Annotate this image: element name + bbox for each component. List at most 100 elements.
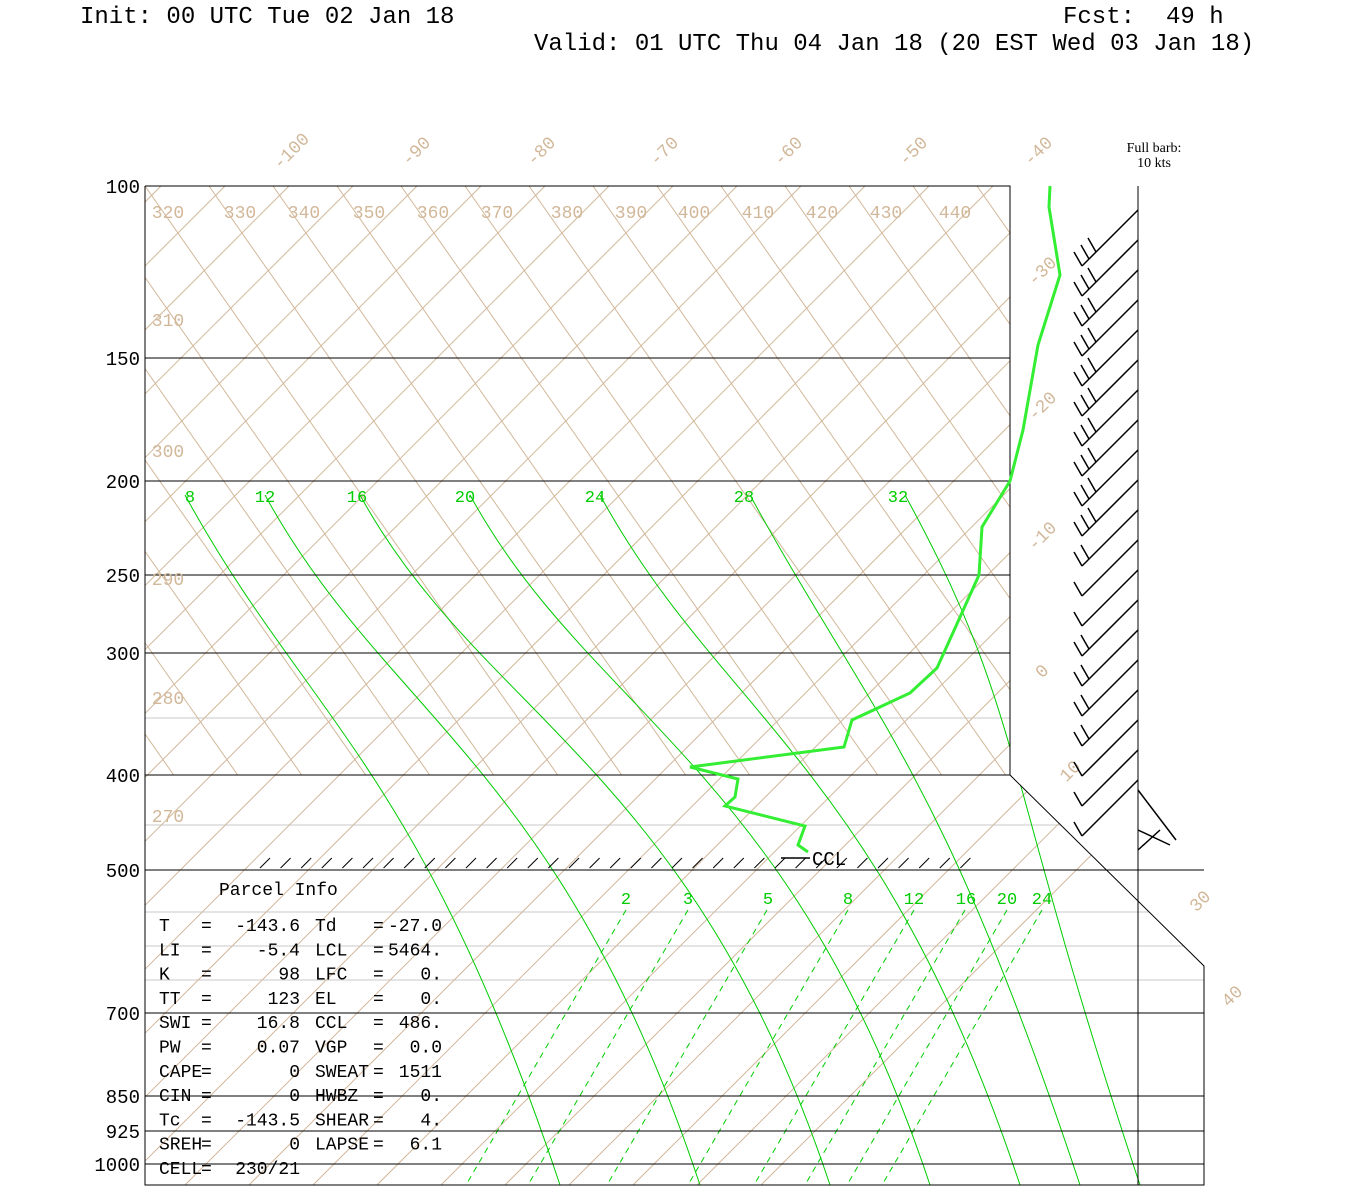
isotherm-label: 0	[1032, 661, 1054, 683]
moist-adiabat	[184, 494, 373, 775]
parcel-cell: TT	[159, 990, 181, 1010]
hatch-mark	[362, 857, 374, 869]
barb-flag	[1080, 694, 1090, 710]
barb-shaft	[1081, 779, 1139, 837]
barb-flag	[1087, 327, 1097, 343]
wind-barb	[1073, 209, 1139, 267]
mixing-ratio-line	[804, 909, 966, 1185]
hatch-mark	[486, 857, 497, 869]
pressure-label-150: 150	[106, 349, 140, 371]
theta-label: 300	[152, 443, 184, 463]
parcel-cell: SHEAR	[315, 1111, 369, 1131]
theta-e-label: 16	[347, 489, 367, 508]
barb-flag	[1080, 424, 1090, 440]
barb-shaft	[1081, 599, 1139, 657]
isotherm	[184, 775, 1186, 1185]
wind-barb	[1073, 449, 1139, 507]
barb-shaft	[1081, 359, 1139, 417]
isotherm-label: -90	[399, 134, 436, 171]
isotherm-label: 10	[1056, 757, 1085, 786]
isotherm	[696, 775, 1204, 1185]
dry-adiabat	[208, 186, 623, 775]
barb-flag	[1073, 401, 1083, 417]
hatch-mark	[527, 857, 539, 869]
isotherm	[145, 186, 546, 587]
dry-adiabat	[400, 186, 815, 775]
dry-adiabat	[1041, 186, 1350, 1185]
barb-flag	[1087, 297, 1097, 313]
wind-barbs	[1073, 209, 1177, 851]
barb-shaft	[1081, 329, 1139, 387]
barb-legend-line1: Full barb:	[1127, 141, 1182, 156]
wind-barb	[1073, 719, 1139, 777]
isotherm	[594, 360, 1010, 775]
frame-upper	[145, 185, 1011, 775]
dry-adiabat	[336, 186, 751, 775]
theta-e-label: 28	[734, 489, 754, 508]
parcel-cell: T	[159, 917, 170, 937]
dry-adiabat	[976, 186, 1010, 234]
wind-barb	[1073, 419, 1139, 477]
moist-adiabat	[749, 494, 914, 775]
upper-grid	[0, 186, 1350, 1185]
parcel-cell: =	[201, 1136, 212, 1156]
hatch-mark	[692, 857, 703, 869]
barb-flag	[1073, 821, 1083, 837]
wind-barb	[1073, 629, 1139, 687]
theta-label: 320	[152, 204, 184, 224]
isotherm	[632, 775, 1204, 1185]
dry-adiabat	[0, 186, 397, 1185]
theta-label: 310	[152, 312, 184, 332]
isotherm-label: -40	[1021, 134, 1058, 171]
dry-adiabat	[848, 186, 1010, 417]
wind-barb	[1073, 659, 1139, 717]
moist-adiabat	[359, 494, 598, 775]
parcel-cell: K	[159, 966, 170, 986]
barb-shaft	[1081, 539, 1139, 597]
lower-grid	[0, 186, 1204, 1185]
isotherm	[530, 296, 1010, 775]
barb-flag	[1087, 417, 1097, 433]
barb-shaft	[1081, 209, 1139, 267]
dry-adiabat	[464, 186, 879, 775]
parcel-cell: =	[373, 941, 384, 961]
isotherm-label: -100	[270, 130, 315, 175]
parcel-cell: EL	[315, 990, 337, 1010]
barb-flag	[1080, 724, 1090, 740]
barb-flag	[1073, 761, 1083, 777]
hatch-mark	[568, 857, 580, 869]
parcel-cell: =	[373, 966, 384, 986]
parcel-cell: 0.0	[410, 1039, 442, 1059]
temperature-profile-line	[689, 185, 1062, 854]
barb-shaft	[1081, 509, 1139, 567]
parcel-cell: 98	[278, 966, 300, 986]
parcel-cell: Tc	[159, 1111, 181, 1131]
dry-adiabat	[720, 186, 1010, 600]
barb-flag	[1073, 641, 1083, 657]
parcel-cell: 6.1	[410, 1136, 442, 1156]
theta-e-label: 8	[185, 489, 195, 508]
parcel-cell: 0	[289, 1063, 300, 1083]
moist-adiabat	[359, 775, 831, 1185]
dry-adiabat	[145, 276, 495, 775]
hatch-mark	[280, 857, 291, 869]
isotherm	[466, 232, 1010, 775]
mixing-ratio-label: 5	[763, 891, 773, 910]
mixing-ratio-labels: 2 3 5 8 12 16 20 24	[621, 891, 1052, 910]
moist-adiabat	[264, 494, 484, 775]
parcel-cell: 0.	[420, 1087, 442, 1107]
barb-flag	[1073, 371, 1083, 387]
isotherm	[145, 775, 482, 1185]
barb-flag	[1080, 454, 1090, 470]
hatch-mark	[939, 857, 951, 869]
wind-barb	[1073, 269, 1139, 327]
barb-flag	[1073, 311, 1083, 327]
isotherm	[0, 186, 97, 1185]
mixing-ratio-line	[881, 909, 1043, 1185]
pressure-label-925: 925	[106, 1122, 140, 1144]
isotherm	[0, 186, 97, 1185]
theta-label: 410	[742, 204, 774, 224]
parcel-cell: -143.5	[235, 1111, 300, 1131]
pressure-label-1000: 1000	[94, 1155, 140, 1177]
barb-flag	[1087, 357, 1097, 373]
